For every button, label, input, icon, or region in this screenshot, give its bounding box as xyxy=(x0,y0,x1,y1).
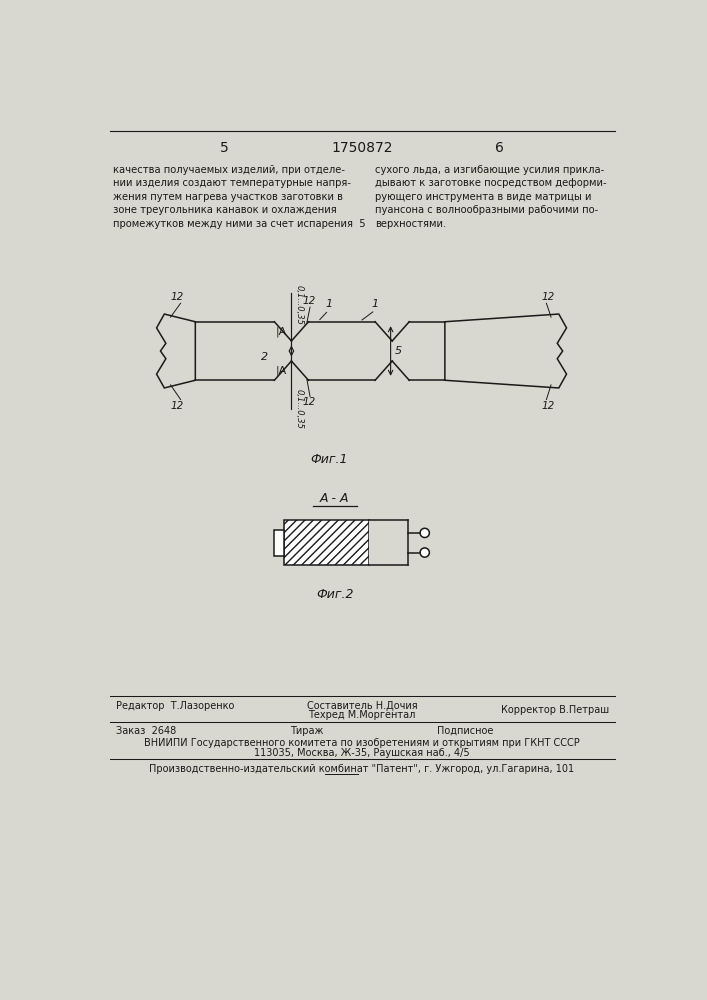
Text: ВНИИПИ Государственного комитета по изобретениям и открытиям при ГКНТ СССР: ВНИИПИ Государственного комитета по изоб… xyxy=(144,738,580,748)
Text: 1: 1 xyxy=(325,299,332,309)
Text: 1: 1 xyxy=(372,299,379,309)
Text: Заказ  2648: Заказ 2648 xyxy=(115,726,176,736)
Text: 2: 2 xyxy=(261,352,268,362)
Text: 12: 12 xyxy=(171,292,184,302)
Bar xyxy=(274,530,284,556)
Text: 0,1...0,35: 0,1...0,35 xyxy=(295,389,303,429)
Text: 0,1...0,35: 0,1...0,35 xyxy=(295,285,303,325)
Text: Техред М.Моргентал: Техред М.Моргентал xyxy=(308,710,416,720)
Bar xyxy=(369,520,408,565)
Circle shape xyxy=(420,548,429,557)
Text: 5: 5 xyxy=(395,346,402,356)
Text: 12: 12 xyxy=(542,401,554,411)
Text: сухого льда, а изгибающие усилия прикла-
дывают к заготовке посредством деформи-: сухого льда, а изгибающие усилия прикла-… xyxy=(375,165,607,229)
Text: Подписное: Подписное xyxy=(437,726,493,736)
Text: 12: 12 xyxy=(303,397,316,407)
Text: качества получаемых изделий, при отделе-
нии изделия создают температурные напря: качества получаемых изделий, при отделе-… xyxy=(113,165,366,229)
Text: Фиг.2: Фиг.2 xyxy=(316,588,354,601)
Text: А - А: А - А xyxy=(320,492,349,505)
Text: 12: 12 xyxy=(303,296,316,306)
Text: Фиг.1: Фиг.1 xyxy=(310,453,347,466)
Text: |A: |A xyxy=(276,326,287,337)
Text: 113035, Москва, Ж-35, Раушская наб., 4/5: 113035, Москва, Ж-35, Раушская наб., 4/5 xyxy=(254,748,469,758)
Text: 6: 6 xyxy=(495,141,503,155)
Text: 5: 5 xyxy=(221,141,229,155)
Text: Корректор В.Петраш: Корректор В.Петраш xyxy=(501,705,609,715)
Text: |A: |A xyxy=(276,365,287,375)
Bar xyxy=(284,520,369,565)
Text: Тираж: Тираж xyxy=(290,726,323,736)
Text: Редактор  Т.Лазоренко: Редактор Т.Лазоренко xyxy=(115,701,234,711)
Text: 12: 12 xyxy=(542,292,554,302)
Text: 12: 12 xyxy=(171,401,184,411)
Text: Производственно-издательский комбинат "Патент", г. Ужгород, ул.Гагарина, 101: Производственно-издательский комбинат "П… xyxy=(149,764,575,774)
Text: Составитель Н.Дочия: Составитель Н.Дочия xyxy=(307,701,417,711)
Text: 1750872: 1750872 xyxy=(331,141,392,155)
Circle shape xyxy=(420,528,429,538)
